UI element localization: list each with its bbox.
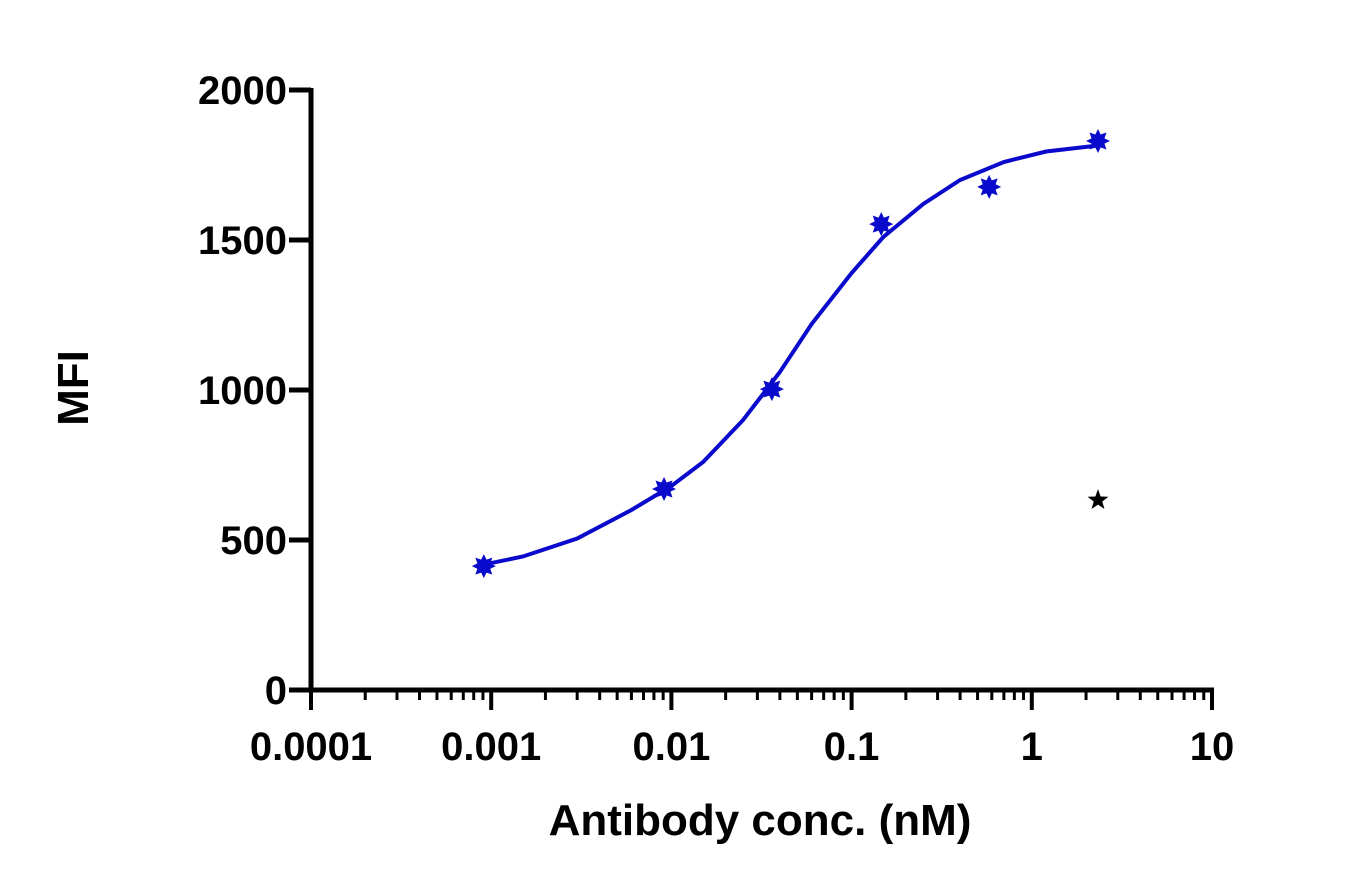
- x-tick-label: 0.0001: [250, 725, 372, 769]
- x-tick-label: 0.001: [441, 725, 541, 769]
- x-tick-label: 0.01: [632, 725, 710, 769]
- y-tick-label: 2000: [198, 69, 287, 113]
- fit-curve: [483, 143, 1099, 567]
- y-tick-label: 0: [265, 669, 287, 713]
- data-point: [1086, 129, 1110, 153]
- x-tick-label: 10: [1190, 725, 1235, 769]
- y-tick-label: 1500: [198, 219, 287, 263]
- data-point: [652, 477, 677, 501]
- x-tick-label: 1: [1021, 725, 1043, 769]
- data-point: [759, 377, 784, 402]
- x-tick-label: 0.1: [824, 725, 880, 769]
- data-point: [977, 174, 1002, 199]
- data-point: [471, 554, 496, 579]
- star-marker: [1087, 489, 1109, 509]
- y-tick-label: 500: [220, 519, 287, 563]
- x-axis-title: Antibody conc. (nM): [549, 796, 972, 845]
- y-tick-label: 1000: [198, 369, 287, 413]
- data-point: [869, 212, 894, 237]
- y-axis-title: MFI: [49, 350, 98, 426]
